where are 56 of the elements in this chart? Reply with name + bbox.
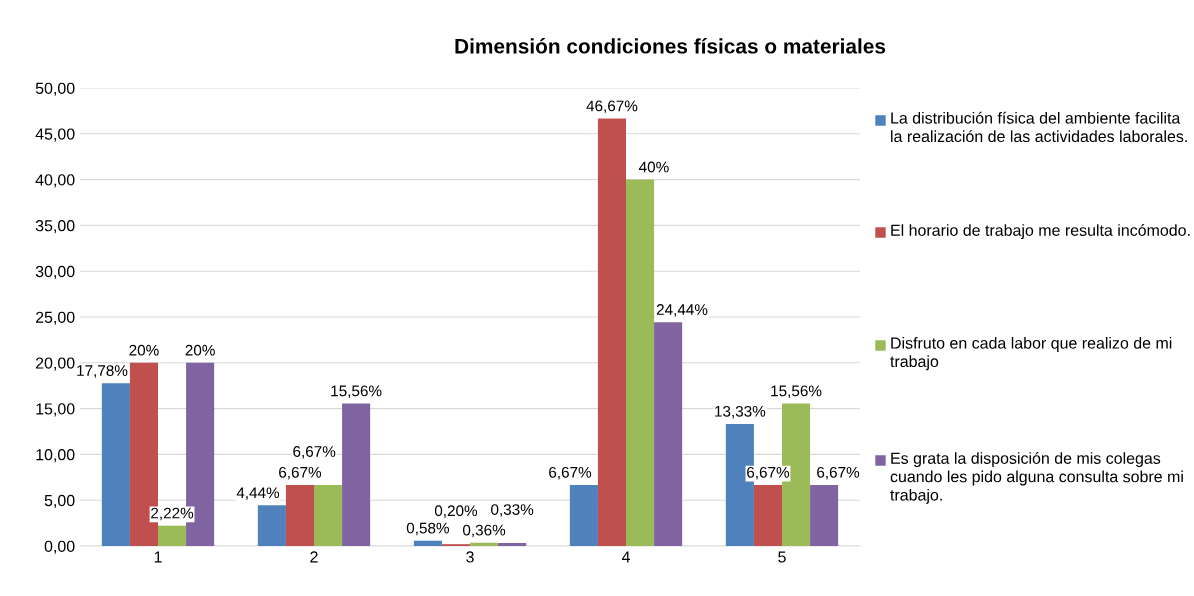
legend-label: El horario de trabajo me resulta incómodo.	[891, 224, 1190, 240]
data-label: 20%	[129, 344, 159, 356]
bar	[753, 484, 782, 546]
bar	[654, 322, 683, 546]
y-tick-label: 20,00	[35, 357, 75, 371]
bar	[626, 179, 655, 546]
data-label: 24,44%	[656, 304, 708, 317]
y-tick-label: 35,00	[35, 220, 75, 234]
data-label: 6,67%	[747, 466, 790, 480]
data-label: 2,22%	[151, 507, 194, 521]
bar	[810, 484, 839, 546]
x-tick-label: 3	[466, 551, 474, 563]
data-label: 20%	[185, 344, 215, 356]
x-tick-label: 1	[154, 551, 162, 563]
y-tick-label: 50,00	[35, 82, 75, 96]
data-label: 13,33%	[715, 405, 766, 419]
y-tick-label: 0,00	[44, 540, 75, 554]
data-label: 0,58%	[406, 522, 449, 536]
legend-label: Es grata la disposición de mis colegas cuando les pido alguna consulta sobre mi trabajo.	[890, 452, 1183, 504]
y-tick-label: 45,00	[35, 128, 75, 142]
bar	[285, 484, 314, 546]
data-label: 40%	[638, 161, 669, 173]
y-tick-label: 25,00	[35, 311, 75, 325]
data-label: 6,67%	[279, 466, 322, 480]
data-label: 17,78%	[77, 365, 128, 378]
bar	[597, 118, 626, 546]
data-label: 0,20%	[434, 505, 478, 518]
legend-label: Disfruto en cada labor que realizo de mi trabajo	[890, 337, 1172, 371]
bar	[569, 484, 598, 546]
legend-label: La distribución física del ambiente facilita la realización de las actividades laborales.	[891, 111, 1187, 143]
bar	[101, 383, 130, 546]
bar	[413, 540, 442, 546]
data-label: 0,33%	[491, 504, 534, 517]
bar	[158, 525, 187, 546]
data-label: 6,67%	[293, 446, 336, 459]
y-tick-label: 30,00	[35, 265, 75, 280]
y-tick-label: 40,00	[35, 174, 75, 188]
data-label: 6,67%	[817, 466, 860, 480]
bar	[314, 484, 343, 546]
bar	[342, 403, 371, 546]
bar	[257, 505, 286, 546]
x-tick-label: 5	[778, 551, 786, 563]
x-tick-label: 4	[621, 551, 630, 563]
chart-title: Dimensión condiciones físicas o materiales	[455, 38, 886, 54]
y-tick-label: 15,00	[36, 403, 75, 417]
x-tick-label: 2	[310, 551, 318, 563]
y-tick-label: 5,00	[44, 494, 75, 509]
data-label: 6,67%	[549, 466, 592, 480]
bar	[470, 542, 499, 546]
y-tick-label: 10,00	[36, 449, 75, 463]
data-label: 0,36%	[462, 524, 506, 538]
data-label: 15,56%	[331, 385, 382, 399]
bar	[498, 542, 527, 546]
data-label: 15,56%	[771, 385, 822, 399]
data-label: 4,44%	[236, 487, 280, 500]
data-label: 46,67%	[586, 100, 638, 114]
